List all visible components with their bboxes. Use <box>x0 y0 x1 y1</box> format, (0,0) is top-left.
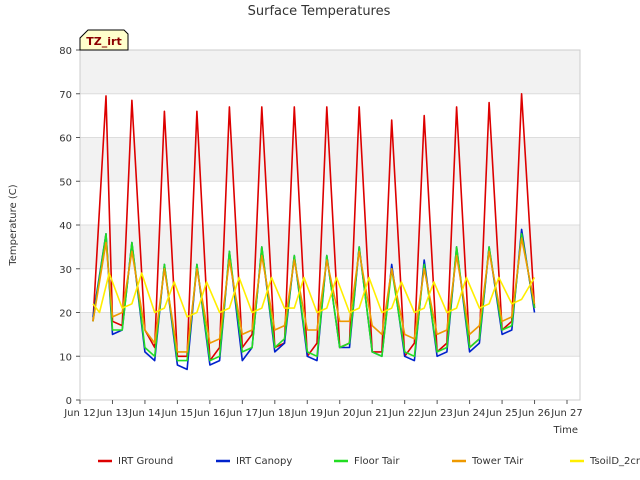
x-tick-label: Jun 27 <box>550 408 583 419</box>
y-tick-label: 70 <box>59 90 72 101</box>
x-tick-label: Jun 18 <box>258 408 291 419</box>
legend-label: Floor Tair <box>354 456 400 467</box>
y-tick-label: 50 <box>59 177 72 188</box>
y-tick-label: 60 <box>59 134 72 145</box>
x-tick-label: Jun 20 <box>323 408 356 419</box>
plot-band <box>80 312 580 357</box>
x-tick-label: Jun 22 <box>388 408 421 419</box>
x-tick-label: Jun 25 <box>485 408 518 419</box>
site-badge: TZ_irt <box>79 29 129 51</box>
y-axis-ticks: 0 10 20 30 40 50 60 70 80 <box>59 46 80 407</box>
x-tick-label: Jun 12 <box>63 408 96 419</box>
series-line-4 <box>92 237 536 353</box>
y-tick-label: 10 <box>59 352 72 363</box>
legend-label: IRT Canopy <box>236 456 292 467</box>
series-line-1 <box>92 93 536 362</box>
x-tick-label: Jun 13 <box>96 408 129 419</box>
legend-label: TsoilD_2cm <box>589 456 640 467</box>
x-tick-label: Jun 15 <box>161 408 194 419</box>
y-tick-label: 0 <box>66 396 72 407</box>
series-lines <box>92 93 536 371</box>
x-tick-label: Jun 16 <box>193 408 226 419</box>
x-axis-ticks: Jun 12 Jun 13 Jun 14 Jun 15 Jun 16 Jun 17 Jun … <box>63 400 583 419</box>
x-axis-label: Time <box>553 425 578 436</box>
site-badge-label: TZ_irt <box>86 35 121 48</box>
x-tick-label: Jun 19 <box>291 408 324 419</box>
y-axis-label: Temperature (C) <box>8 184 19 266</box>
plot-band <box>80 225 580 269</box>
site-badge-box <box>79 29 129 51</box>
y-tick-label: 80 <box>59 46 72 57</box>
x-tick-label: Jun 21 <box>355 408 388 419</box>
x-tick-label: Jun 24 <box>453 408 486 419</box>
plot-band <box>80 50 580 94</box>
legend-label: IRT Ground <box>118 456 173 467</box>
x-tick-label: Jun 17 <box>226 408 259 419</box>
x-tick-label: Jun 14 <box>128 408 161 419</box>
plot-bands <box>80 50 580 357</box>
y-tick-label: 20 <box>59 309 72 320</box>
y-tick-label: 30 <box>59 265 72 276</box>
y-tick-label: 40 <box>59 221 72 232</box>
series-line-5 <box>92 272 536 318</box>
legend-label: Tower TAir <box>471 456 524 467</box>
x-tick-label: Jun 26 <box>518 408 551 419</box>
chart-title: Surface Temperatures <box>248 4 391 19</box>
x-tick-label: Jun 23 <box>420 408 453 419</box>
legend: IRT Ground IRT Canopy Floor Tair Tower TAir… <box>98 456 640 467</box>
